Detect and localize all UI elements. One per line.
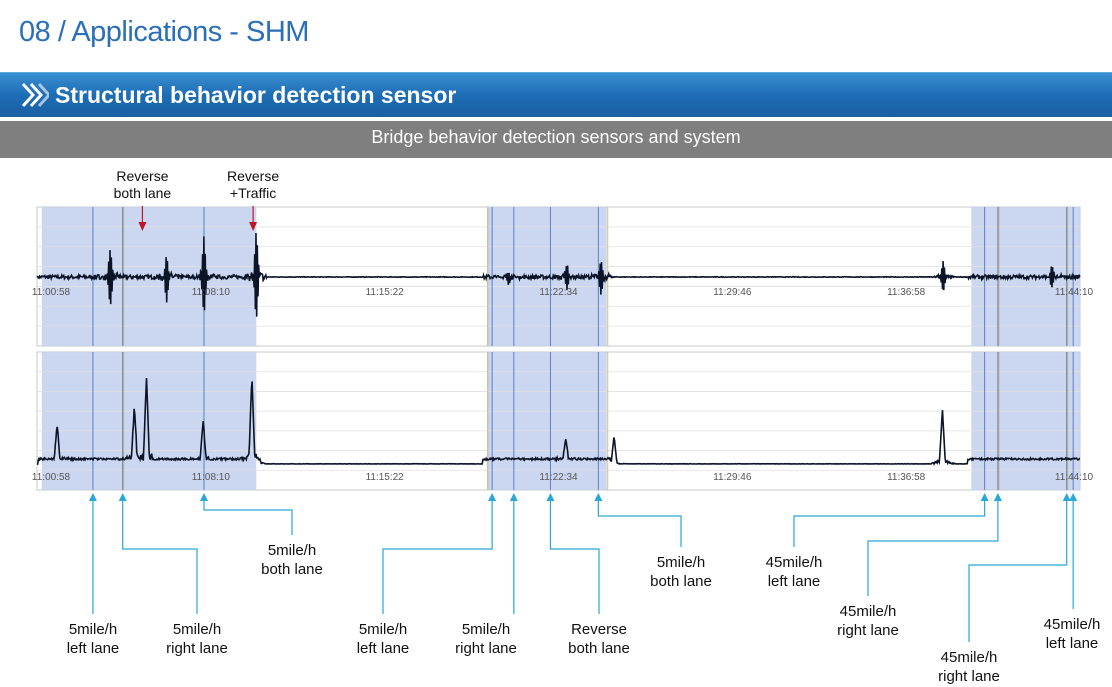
callout-arrowhead <box>488 493 497 501</box>
x-tick-label: 11:29:46 <box>713 472 752 483</box>
callout-arrowhead <box>1069 493 1078 501</box>
subtitle-bar: Bridge behavior detection sensors and sy… <box>0 121 1112 158</box>
x-tick-label: 11:29:46 <box>713 287 752 298</box>
highlight-region <box>486 352 607 490</box>
callout-label: both lane <box>650 573 712 590</box>
callout-label: 45mile/h <box>1044 616 1101 633</box>
callout-label: both lane <box>568 640 630 657</box>
callout-label: right lane <box>166 640 228 657</box>
callout-label: 45mile/h <box>941 649 998 666</box>
callout-group: 5mile/h left lane 5mile/h right lane 5mile/h… <box>67 493 1101 685</box>
signal-series <box>36 232 1081 317</box>
x-tick-label: 11:00:58 <box>32 472 71 483</box>
event-annotation: Reverse <box>116 168 168 184</box>
page-title: 08 / Applications - SHM <box>19 16 309 48</box>
x-tick-label: 11:15:22 <box>366 472 405 483</box>
callout-label: left lane <box>357 640 410 657</box>
callout-arrowhead <box>993 493 1002 501</box>
callout-label: 45mile/h <box>766 554 823 571</box>
callout-label: right lane <box>938 668 1000 685</box>
callout-label: 5mile/h <box>173 621 221 638</box>
callout-label: right lane <box>837 622 899 639</box>
signal-series <box>36 377 1081 466</box>
callout-label: 5mile/h <box>69 621 117 638</box>
annotation-arrowhead <box>249 222 258 231</box>
x-tick-label: 11:15:22 <box>366 287 405 298</box>
callout-leader-line <box>867 501 999 596</box>
callout-arrowhead <box>1062 493 1071 501</box>
callout-label: right lane <box>455 640 517 657</box>
callout-leader-line <box>382 501 493 614</box>
callout-arrowhead <box>980 493 989 501</box>
double-chevron-icon <box>21 82 49 108</box>
x-tick-label: 11:08:10 <box>192 287 231 298</box>
callout-arrowhead <box>546 493 555 501</box>
callout-label: 45mile/h <box>840 603 897 620</box>
callout-label: 5mile/h <box>268 542 316 559</box>
event-annotation: +Traffic <box>230 185 276 201</box>
callout-arrowhead <box>199 493 208 501</box>
x-tick-label: 11:36:58 <box>887 287 926 298</box>
callout-leader-line <box>122 501 198 614</box>
x-tick-label: 11:00:58 <box>32 287 71 298</box>
annotation-arrowhead <box>138 222 147 231</box>
x-tick-label: 11:22:34 <box>539 287 578 298</box>
event-annotation: Reverse <box>227 168 279 184</box>
callout-label: left lane <box>67 640 120 657</box>
callout-label: 5mile/h <box>462 621 510 638</box>
callout-arrowhead <box>509 493 518 501</box>
callout-label: 5mile/h <box>657 554 705 571</box>
callout-label: both lane <box>261 561 323 578</box>
chart-panel-upper: 11:00:58 11:08:10 11:15:22 11:22:34 11:29:46… <box>32 168 1094 347</box>
x-tick-label: 11:22:34 <box>539 472 578 483</box>
callout-leader-line <box>597 501 682 547</box>
x-tick-label: 11:44:10 <box>1055 287 1094 298</box>
callout-label: Reverse <box>571 621 627 638</box>
x-tick-label: 11:44:10 <box>1055 472 1094 483</box>
highlight-region <box>41 352 257 490</box>
callout-arrowhead <box>118 493 127 501</box>
chart-panel-lower: 11:00:58 11:08:10 11:15:22 11:22:34 11:29:46… <box>32 351 1094 491</box>
callout-label: left lane <box>1046 635 1099 652</box>
callout-arrowhead <box>88 493 97 501</box>
callout-leader-line <box>968 501 1068 642</box>
section-title: Structural behavior detection sensor <box>55 82 457 108</box>
event-annotation: both lane <box>114 185 172 201</box>
highlight-region <box>971 352 1080 490</box>
x-tick-label: 11:08:10 <box>192 472 231 483</box>
callout-leader-line <box>793 501 986 547</box>
callout-arrowhead <box>594 493 603 501</box>
callout-leader-line <box>549 501 600 614</box>
callout-label: left lane <box>768 573 821 590</box>
x-tick-label: 11:36:58 <box>887 472 926 483</box>
callout-leader-line <box>203 501 293 535</box>
callout-label: 5mile/h <box>359 621 407 638</box>
section-header-bar: Structural behavior detection sensor <box>0 72 1112 117</box>
